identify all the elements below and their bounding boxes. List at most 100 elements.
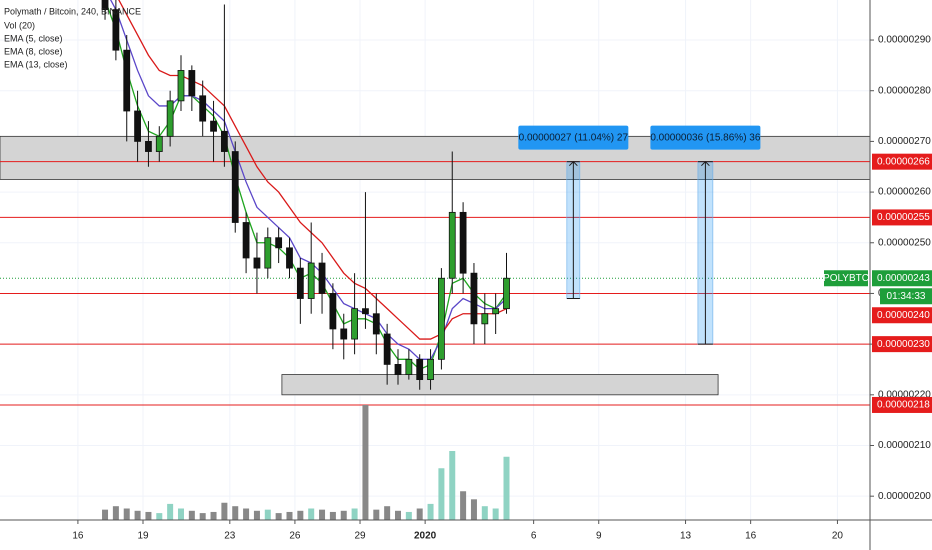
- level-label-box: [872, 336, 932, 353]
- level-label-box: [872, 209, 932, 226]
- y-tick-label: 0.00000210: [878, 440, 931, 451]
- measure-label: 0.00000036 (15.86%) 36: [650, 132, 761, 143]
- level-label: 0.00000255: [877, 212, 930, 223]
- volume-bar: [112, 506, 119, 520]
- candle-body: [492, 308, 500, 315]
- indicator-label: EMA (13, close): [4, 59, 68, 69]
- volume-bar: [167, 503, 174, 520]
- volume-bar: [156, 513, 163, 520]
- volume-bar: [145, 511, 152, 520]
- measure-label-box: [650, 125, 761, 150]
- candle-body: [155, 135, 163, 152]
- volume-bar: [177, 508, 184, 520]
- volume-bar: [438, 468, 445, 520]
- candle-body: [210, 120, 217, 132]
- y-tick-label: 0.00000250: [878, 237, 931, 248]
- candle-body: [438, 277, 445, 360]
- y-tick-label: 0.00000220: [878, 389, 931, 400]
- volume-bar: [199, 513, 206, 520]
- candle-body: [134, 110, 141, 142]
- volume-bar: [394, 510, 401, 520]
- candle-body: [394, 364, 402, 375]
- volume-bar: [416, 508, 423, 520]
- last-price-box: [872, 270, 932, 287]
- level-label: 0.00000230: [877, 339, 930, 350]
- volume-bar: [405, 511, 412, 520]
- zone: [281, 374, 719, 396]
- candle-body: [275, 237, 283, 249]
- x-tick-label: 26: [289, 531, 301, 542]
- volume-bar: [221, 502, 228, 520]
- x-tick-label: 29: [354, 531, 366, 542]
- x-tick-label: 2020: [414, 531, 437, 542]
- candle-body: [383, 333, 391, 365]
- volume-bar: [297, 510, 304, 520]
- volume-bar: [340, 510, 347, 520]
- measure-label: 0.00000027 (11.04%) 27: [519, 132, 629, 143]
- candle-body: [220, 130, 228, 152]
- volume-bar: [232, 506, 239, 520]
- indicator-label: Vol (20): [4, 20, 35, 30]
- volume-bar: [253, 510, 260, 520]
- y-tick-label: 0.00000290: [878, 35, 931, 46]
- volume-bar: [351, 508, 358, 520]
- candle-body: [372, 313, 380, 335]
- last-price-name: POLYBTC: [823, 273, 869, 284]
- volume-bar: [362, 405, 369, 520]
- last-price-label: 0.00000243: [877, 273, 930, 284]
- countdown-box: [880, 288, 932, 305]
- candle-body: [351, 308, 358, 340]
- candle-body: [427, 358, 434, 381]
- candle-body: [481, 313, 489, 325]
- level-label: 0.00000218: [877, 400, 930, 411]
- measure-label-box: [518, 125, 629, 150]
- indicator-label: EMA (5, close): [4, 33, 63, 43]
- y-tick-label: 0.00000200: [878, 491, 931, 502]
- candle-body: [253, 257, 261, 269]
- candle-body: [296, 267, 304, 299]
- volume-bar: [102, 509, 109, 520]
- candle-body: [318, 262, 326, 294]
- candle-body: [459, 211, 467, 274]
- volume-bar: [134, 510, 141, 520]
- chart-title: Polymath / Bitcoin, 240, BINANCE: [4, 6, 141, 16]
- y-tick-label: 0.00000280: [878, 85, 931, 96]
- volume-bar: [373, 509, 380, 520]
- candle-body: [145, 141, 152, 152]
- y-tick-label: 0.00000270: [878, 136, 931, 147]
- y-tick-label: 0.00000260: [878, 187, 931, 198]
- x-tick-label: 6: [531, 531, 537, 542]
- volume-bar: [264, 509, 271, 520]
- volume-bar: [503, 456, 510, 520]
- last-price-name-box: [824, 270, 868, 287]
- candle-body: [340, 328, 348, 340]
- volume-bar: [470, 499, 477, 520]
- candle-body: [242, 222, 250, 259]
- volume-bar: [275, 513, 282, 520]
- candle-body: [329, 293, 337, 330]
- volume-bar: [286, 511, 293, 520]
- level-label-box: [872, 307, 932, 324]
- volume-bar: [481, 506, 488, 520]
- candle-body: [101, 0, 109, 11]
- candle-body: [264, 237, 272, 269]
- countdown: 01:34:33: [887, 291, 926, 302]
- volume-bar: [427, 503, 434, 520]
- volume-bar: [308, 508, 315, 520]
- level-label-box: [872, 396, 932, 413]
- x-tick-label: 16: [72, 531, 84, 542]
- candle-body: [188, 70, 196, 97]
- x-tick-label: 23: [224, 531, 236, 542]
- level-label: 0.00000240: [877, 310, 930, 321]
- candle-body: [199, 95, 207, 122]
- time-scale: [0, 520, 932, 550]
- volume-bar: [123, 508, 130, 520]
- indicator-label: EMA (8, close): [4, 46, 63, 56]
- candle-body: [416, 358, 424, 381]
- candle-body: [286, 247, 293, 269]
- candle-body: [123, 49, 131, 112]
- volume-bar: [243, 508, 250, 520]
- volume-bar: [460, 491, 467, 520]
